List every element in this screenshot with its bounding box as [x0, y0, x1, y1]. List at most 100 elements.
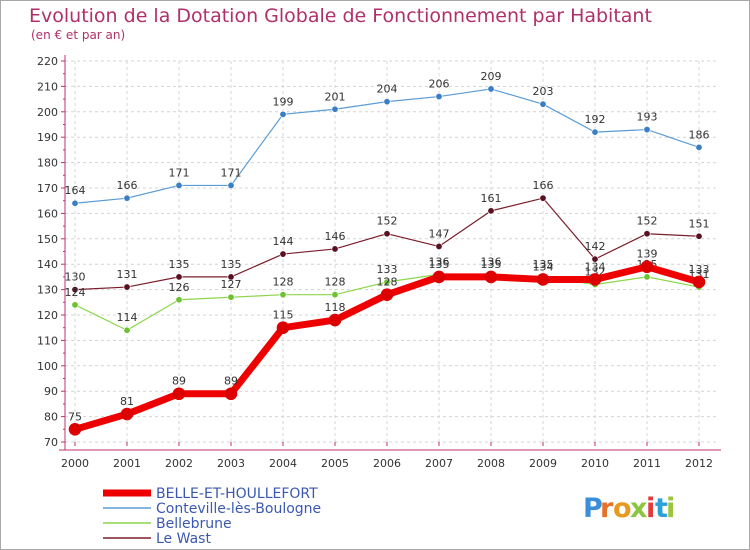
logo-letter: r	[600, 493, 614, 524]
data-label: 206	[429, 78, 450, 91]
x-tick-label: 2005	[321, 457, 349, 470]
data-point	[331, 105, 339, 113]
data-label: 166	[117, 179, 138, 192]
y-tick-label: 120	[37, 309, 58, 322]
logo-letter: x	[630, 493, 647, 524]
data-label: 135	[481, 258, 502, 271]
data-label: 161	[481, 192, 502, 205]
data-label: 135	[429, 258, 450, 271]
data-label: 146	[325, 230, 346, 243]
data-point	[484, 270, 498, 284]
data-label: 131	[117, 268, 138, 281]
data-label: 134	[533, 260, 554, 273]
series-2: 124114126127128128133136136135132135131	[65, 255, 710, 334]
data-point	[539, 194, 547, 202]
data-label: 130	[65, 271, 86, 284]
x-tick-label: 2010	[581, 457, 609, 470]
data-label: 136	[429, 255, 450, 268]
data-point	[331, 291, 339, 299]
data-point	[695, 232, 703, 240]
logo-letter: i	[666, 493, 675, 524]
data-label: 142	[585, 240, 606, 253]
data-point	[227, 181, 235, 189]
data-label: 151	[689, 217, 710, 230]
data-label: 133	[377, 263, 398, 276]
data-point	[539, 100, 547, 108]
x-tick-label: 2006	[373, 457, 401, 470]
data-point	[487, 207, 495, 215]
legend-label: Conteville-lès-Boulogne	[156, 501, 321, 517]
data-label: 128	[377, 276, 398, 289]
data-point	[643, 273, 651, 281]
legend-label: Le Wast	[156, 531, 211, 547]
data-label: 193	[637, 111, 658, 124]
data-point	[432, 270, 446, 284]
y-tick-label: 170	[37, 182, 58, 195]
data-label: 89	[224, 375, 238, 388]
data-point	[175, 296, 183, 304]
data-label: 128	[273, 276, 294, 289]
data-point	[71, 286, 79, 294]
y-tick-label: 140	[37, 258, 58, 271]
x-tick-label: 2000	[61, 457, 89, 470]
data-label: 136	[481, 255, 502, 268]
data-point	[224, 387, 238, 401]
y-tick-label: 160	[37, 207, 58, 220]
y-tick-label: 150	[37, 233, 58, 246]
logo-letter: o	[613, 493, 632, 524]
data-label: 204	[377, 83, 398, 96]
data-point	[175, 181, 183, 189]
data-point	[435, 93, 443, 101]
data-label: 144	[273, 235, 294, 248]
data-label: 126	[169, 281, 190, 294]
data-point	[435, 242, 443, 250]
legend-label: BELLE-ET-HOULLEFORT	[156, 486, 318, 502]
chart-title: Evolution de la Dotation Globale de Fonc…	[29, 5, 652, 27]
data-label: 118	[325, 301, 346, 314]
data-point	[536, 273, 550, 286]
data-point	[276, 321, 290, 335]
y-tick-label: 190	[37, 131, 58, 144]
data-label: 192	[585, 113, 606, 126]
data-label: 152	[637, 215, 658, 228]
data-point	[328, 313, 342, 327]
legend-label: Bellebrune	[156, 516, 232, 532]
logo-letter: P	[583, 493, 603, 524]
data-point	[380, 288, 394, 301]
data-point	[227, 273, 235, 281]
data-label: 209	[481, 70, 502, 83]
data-point	[123, 194, 131, 202]
x-tick-label: 2011	[633, 457, 661, 470]
y-tick-label: 80	[44, 411, 58, 424]
data-point	[643, 126, 651, 134]
data-point	[383, 230, 391, 238]
data-label: 164	[65, 184, 86, 197]
x-tick-label: 2012	[685, 457, 713, 470]
data-point	[172, 387, 186, 401]
data-label: 133	[689, 263, 710, 276]
data-point	[71, 301, 79, 309]
data-label: 89	[172, 375, 186, 388]
data-label: 127	[221, 278, 242, 291]
y-tick-label: 90	[44, 385, 58, 398]
data-point	[279, 110, 287, 118]
data-point	[643, 230, 651, 238]
data-label: 135	[169, 258, 190, 271]
data-point	[487, 85, 495, 93]
data-label: 128	[325, 276, 346, 289]
data-label: 201	[325, 90, 346, 103]
data-label: 75	[68, 410, 82, 423]
x-tick-label: 2001	[113, 457, 141, 470]
x-tick-label: 2004	[269, 457, 297, 470]
data-point	[383, 98, 391, 106]
data-label: 152	[377, 215, 398, 228]
data-label: 186	[689, 128, 710, 141]
data-label: 147	[429, 227, 450, 240]
y-tick-label: 110	[37, 334, 58, 347]
data-point	[279, 250, 287, 258]
data-point	[591, 128, 599, 136]
y-tick-label: 220	[37, 55, 58, 68]
